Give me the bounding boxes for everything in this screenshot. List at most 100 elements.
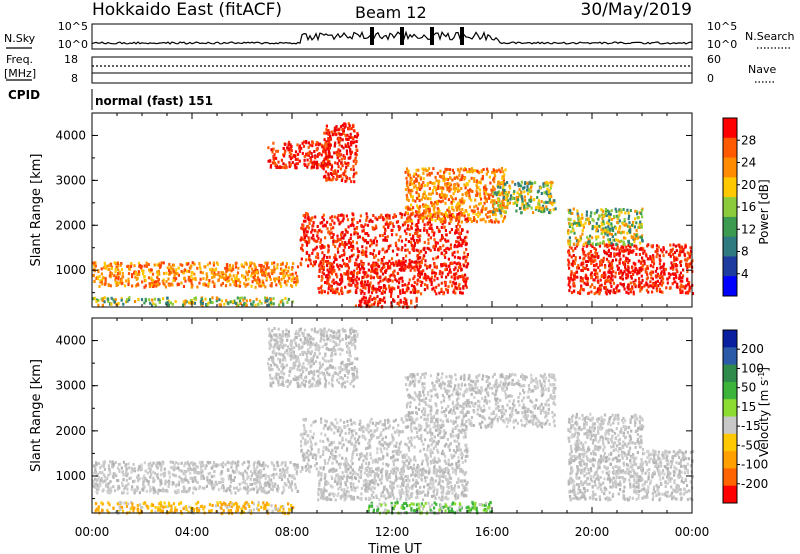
power-cell	[206, 303, 209, 307]
power-cell	[352, 175, 355, 179]
power-cell	[110, 302, 113, 306]
power-cell	[545, 200, 548, 204]
power-cell	[406, 265, 409, 269]
power-cell	[315, 148, 318, 152]
power-cell	[685, 264, 688, 268]
power-cell	[609, 267, 612, 270]
velocity-cell	[118, 470, 121, 474]
noise-tick-right-bottom: 10^0	[707, 38, 737, 51]
power-cell	[429, 217, 432, 221]
power-cell	[676, 270, 679, 274]
power-cell	[294, 166, 297, 170]
power-cell	[386, 222, 389, 226]
power-cell	[127, 264, 130, 268]
power-cell	[166, 266, 169, 270]
power-cell	[381, 278, 385, 282]
velocity-cell	[184, 475, 187, 479]
power-cell	[360, 251, 363, 255]
power-cell	[412, 206, 415, 210]
power-cell	[608, 243, 611, 247]
power-cell	[157, 283, 160, 287]
velocity-cell	[103, 467, 106, 471]
velocity-cell	[153, 479, 156, 483]
power-cell	[170, 271, 173, 275]
power-cell	[277, 160, 280, 164]
power-cell	[630, 243, 634, 247]
power-cell	[427, 238, 430, 242]
power-cell	[413, 181, 416, 185]
velocity-cell	[232, 479, 235, 482]
power-cell	[365, 216, 368, 220]
power-cell	[608, 264, 611, 268]
power-cell	[611, 278, 614, 282]
power-cell	[221, 275, 224, 279]
velocity-cell	[209, 461, 212, 464]
station-title: Hokkaido East (fitACF)	[92, 0, 282, 20]
power-cell	[359, 214, 362, 218]
power-cell	[305, 153, 309, 157]
power-cell	[441, 199, 444, 203]
power-cell	[450, 228, 453, 232]
power-cell	[619, 231, 623, 235]
power-cell	[431, 271, 434, 275]
power-cell	[331, 291, 334, 295]
power-cell	[403, 302, 406, 306]
power-cell	[608, 239, 611, 243]
power-cell	[307, 162, 310, 166]
power-cell	[604, 232, 607, 236]
power-cell	[328, 275, 331, 279]
power-cell	[594, 271, 597, 275]
power-cell	[679, 288, 682, 292]
power-cell	[401, 246, 404, 250]
power-cell	[224, 284, 228, 288]
power-cell	[444, 201, 447, 205]
power-cell	[127, 283, 130, 286]
power-cell	[397, 259, 400, 263]
power-cell	[254, 285, 257, 289]
power-cell	[625, 272, 628, 276]
power-cell	[206, 275, 209, 279]
power-cell	[448, 183, 451, 187]
power-cell	[625, 256, 628, 260]
velocity-cell	[193, 471, 196, 475]
power-cell	[117, 272, 120, 275]
power-cell	[689, 249, 693, 253]
power-cell	[353, 129, 356, 133]
power-cell	[100, 272, 103, 276]
power-cell	[424, 263, 427, 267]
power-cell	[423, 240, 426, 244]
power-cell	[595, 243, 598, 247]
power-cell	[425, 206, 428, 209]
power-cell	[312, 264, 315, 268]
power-cell	[596, 289, 599, 293]
power-cell	[340, 289, 343, 293]
power-cell	[426, 173, 429, 177]
power-cell	[374, 287, 377, 291]
power-cell	[250, 261, 253, 265]
velocity-cell	[206, 460, 209, 464]
power-cell	[419, 213, 422, 217]
power-cell	[453, 250, 456, 254]
power-cell	[364, 232, 367, 236]
power-cell	[597, 242, 600, 246]
power-cell	[613, 254, 616, 258]
power-cell	[373, 296, 376, 300]
power-cell	[443, 194, 446, 198]
velocity-cell	[159, 483, 162, 487]
velocity-cell	[255, 473, 258, 476]
velocity-cell	[112, 463, 115, 467]
power-cell	[623, 242, 626, 246]
velocity-cell	[95, 462, 98, 466]
power-cell	[442, 244, 445, 248]
velocity-cell	[180, 461, 183, 465]
velocity-cell	[249, 483, 252, 487]
power-cell	[365, 271, 368, 275]
power-cell	[590, 254, 593, 258]
power-cell	[327, 244, 330, 248]
power-cell	[331, 235, 334, 239]
power-cell	[167, 303, 170, 307]
power-cell	[382, 218, 385, 222]
velocity-cell	[210, 466, 213, 470]
power-cell	[499, 185, 502, 189]
velocity-cell	[270, 461, 273, 464]
